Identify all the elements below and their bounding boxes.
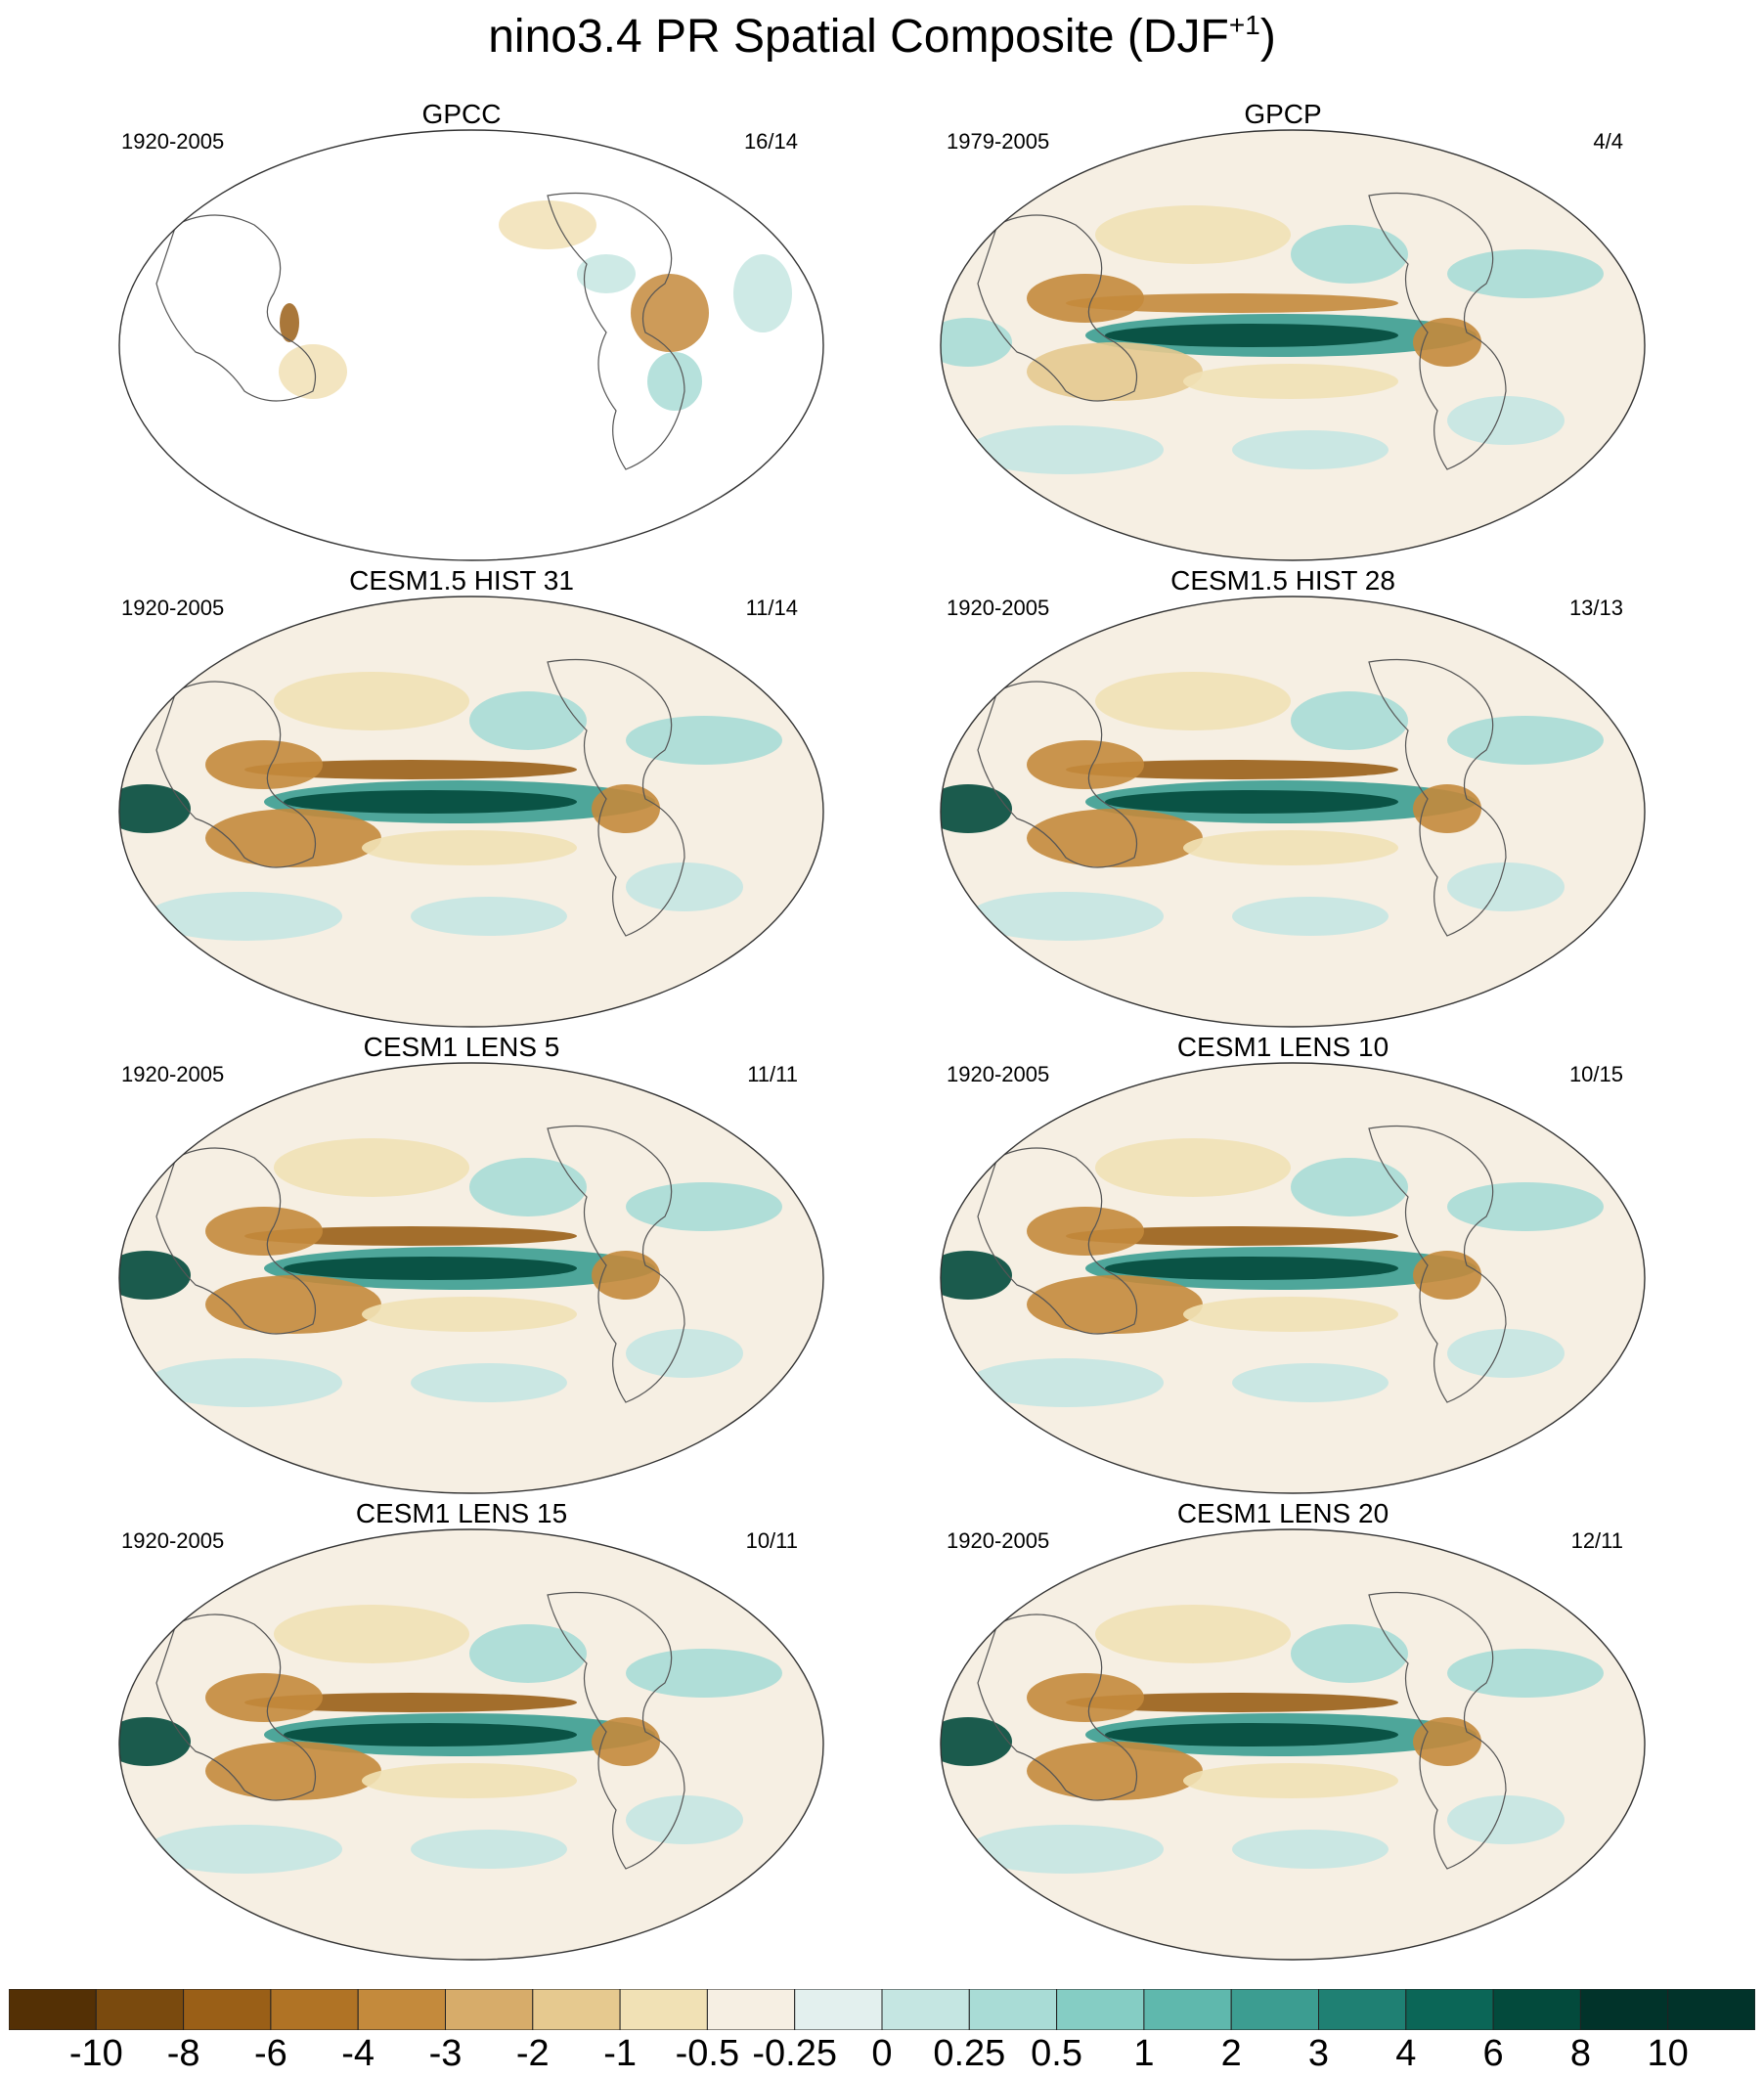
robinson-map [940,1062,1646,1494]
colorbar-swatch [1405,1989,1494,2030]
panel-years: 1920-2005 [121,596,225,620]
colorbar-tick-label: 8 [1569,2033,1591,2074]
colorbar-tick-label: 2 [1220,2033,1242,2074]
colorbar [9,1989,1755,2030]
colorbar-tick-label: 1 [1133,2033,1155,2074]
panel-title: CESM1 LENS 20 [1176,1498,1389,1528]
map-panel: CESM1 LENS 10 1920-2005 10/15 [821,1031,1701,1498]
panel-years: 1920-2005 [121,129,225,154]
colorbar-tick-label: -8 [166,2033,200,2074]
colorbar-swatch [1318,1989,1407,2030]
panel-title: GPCP [1244,99,1322,129]
colorbar-tick-label: -0.25 [752,2033,837,2074]
colorbar-swatch [1056,1989,1145,2030]
panel-years: 1920-2005 [947,1062,1050,1086]
colorbar-swatch [1667,1989,1755,2030]
colorbar-tick-label: 4 [1395,2033,1417,2074]
panel-title: CESM1 LENS 5 [363,1032,560,1062]
colorbar-swatch [1230,1989,1319,2030]
colorbar-swatch [881,1989,970,2030]
figure-title: nino3.4 PR Spatial Composite (DJF+1) [488,10,1276,63]
panel-ratio: 4/4 [1593,129,1623,154]
map-panel: CESM1.5 HIST 31 1920-2005 11/14 [0,564,880,1032]
colorbar-tick-label: -1 [603,2033,637,2074]
colorbar-swatch [619,1989,708,2030]
colorbar-swatch [9,1989,97,2030]
panel-years: 1920-2005 [121,1528,225,1553]
colorbar-swatch [1143,1989,1232,2030]
panel-ratio: 13/13 [1568,596,1623,620]
colorbar-swatch [794,1989,883,2030]
robinson-map [118,1528,824,1961]
colorbar-swatch [270,1989,359,2030]
colorbar-swatch [95,1989,185,2030]
colorbar-tick-label: 10 [1647,2033,1689,2074]
panel-title: CESM1.5 HIST 28 [1170,565,1395,596]
colorbar-tick-label: -3 [428,2033,463,2074]
map-panel: CESM1 LENS 5 1920-2005 11/11 [0,1031,880,1498]
panel-ratio: 16/14 [743,129,798,154]
robinson-map [940,596,1646,1028]
colorbar-tick-label: 0.5 [1031,2033,1082,2074]
panel-years: 1920-2005 [947,1528,1050,1553]
colorbar-swatch [1492,1989,1581,2030]
colorbar-swatch [968,1989,1058,2030]
colorbar-tick-label: -2 [515,2033,550,2074]
colorbar-swatch [357,1989,447,2030]
map-panel: CESM1.5 HIST 28 1920-2005 13/13 [821,564,1701,1032]
panel-years: 1920-2005 [121,1062,225,1086]
robinson-map [118,596,824,1028]
panel-ratio: 10/11 [745,1528,798,1553]
panel-title: CESM1 LENS 10 [1176,1032,1389,1062]
map-panel: GPCP 1979-2005 4/4 [821,98,1701,565]
panel-ratio: 10/15 [1568,1062,1623,1086]
colorbar-tick-label: -10 [68,2033,123,2074]
panel-years: 1979-2005 [947,129,1050,154]
colorbar-tick-label: 0.25 [933,2033,1006,2074]
colorbar-swatch [445,1989,534,2030]
colorbar-tick-label: 3 [1307,2033,1330,2074]
panel-ratio: 11/11 [747,1062,798,1086]
map-panel: CESM1 LENS 15 1920-2005 10/11 [0,1497,880,1965]
panel-ratio: 12/11 [1570,1528,1623,1553]
colorbar-swatch [1579,1989,1669,2030]
panel-ratio: 11/14 [745,596,798,620]
robinson-map [118,1062,824,1494]
map-panel: CESM1 LENS 20 1920-2005 12/11 [821,1497,1701,1965]
colorbar-swatch [532,1989,621,2030]
robinson-map [118,129,824,561]
robinson-map [940,129,1646,561]
colorbar-tick-label: -4 [341,2033,375,2074]
colorbar-tick-label: -6 [253,2033,287,2074]
colorbar-tick-label: 6 [1482,2033,1504,2074]
panel-years: 1920-2005 [947,596,1050,620]
colorbar-tick-label: 0 [871,2033,893,2074]
panel-title: GPCC [421,99,502,129]
panel-title: CESM1.5 HIST 31 [349,565,574,596]
colorbar-tick-label: -0.5 [675,2033,740,2074]
colorbar-swatch [706,1989,796,2030]
colorbar-swatch [183,1989,272,2030]
map-panel: GPCC 1920-2005 16/14 [0,98,880,565]
panel-title: CESM1 LENS 15 [355,1498,568,1528]
robinson-map [940,1528,1646,1961]
